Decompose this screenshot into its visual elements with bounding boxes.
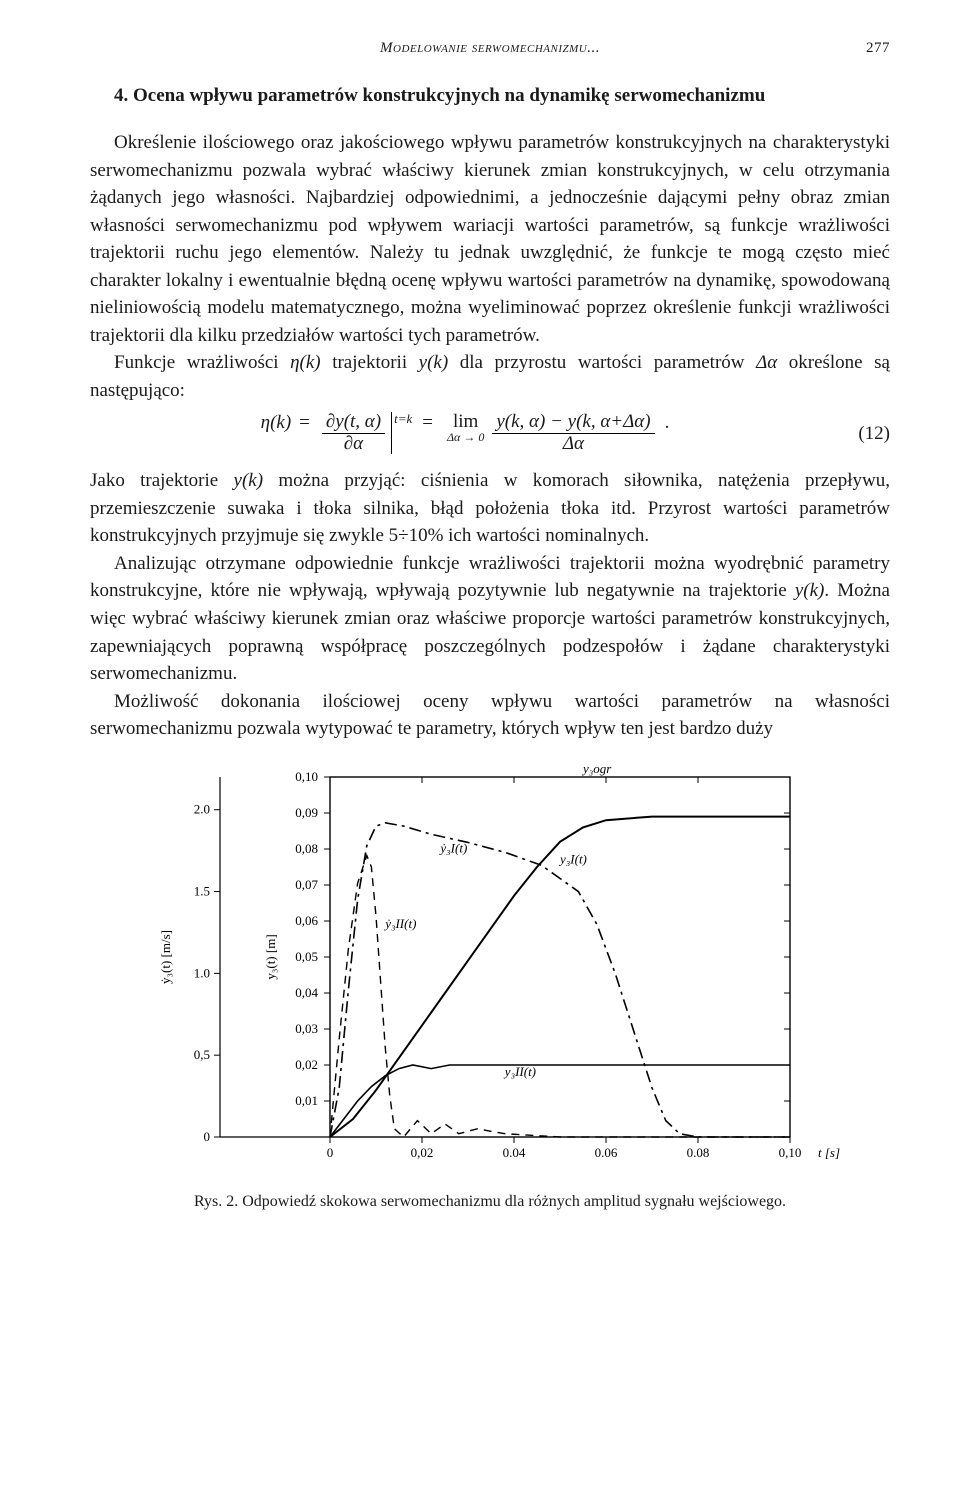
page: Modelowanie serwomechanizmu... 277 4. Oc…	[0, 0, 960, 1261]
svg-text:0,05: 0,05	[295, 949, 318, 964]
paragraph-4: Analizując otrzymane odpowiednie funkcje…	[90, 550, 890, 688]
svg-text:1.5: 1.5	[194, 883, 210, 898]
eq-limit: lim Δα → 0	[447, 412, 484, 455]
svg-text:ẏ₃II(t): ẏ₃II(t)	[383, 916, 416, 931]
svg-text:0,02: 0,02	[411, 1145, 434, 1160]
svg-text:0,06: 0,06	[295, 913, 318, 928]
eq-lhs: η(k)	[261, 412, 292, 455]
eq-eval-bar	[391, 412, 392, 454]
paragraph-1: Określenie ilościowego oraz jakościowego…	[90, 129, 890, 349]
svg-text:0,03: 0,03	[295, 1021, 318, 1036]
svg-text:0,10: 0,10	[295, 769, 318, 784]
eq-frac1: ∂y(t, α) ∂α	[322, 412, 385, 455]
eq-num2: y(k, α) − y(k, α+Δα)	[492, 412, 654, 434]
svg-text:0,10: 0,10	[779, 1145, 802, 1160]
p2c: dla przyrostu wartości parametrów	[448, 352, 756, 373]
svg-text:t [s]: t [s]	[818, 1145, 840, 1160]
svg-text:0: 0	[204, 1129, 211, 1144]
svg-text:2.0: 2.0	[194, 801, 210, 816]
eq-eq2: =	[422, 412, 433, 455]
figure-2-svg: 0 0,02 0.04 0.06 0.08 0,10 t [s] 0,01 0,02 0,03 0,…	[130, 757, 850, 1187]
equation-12: η(k) = ∂y(t, α) ∂α t=k = lim Δα → 0 y(k,…	[90, 412, 890, 455]
svg-text:0,02: 0,02	[295, 1057, 318, 1072]
p3a: Jako trajektorie	[90, 470, 234, 491]
eq-den2: Δα	[559, 434, 588, 455]
eq-den1: ∂α	[340, 434, 367, 455]
inline-y-k-3: y(k)	[795, 580, 825, 601]
eq-eq1: =	[299, 412, 310, 455]
running-title: Modelowanie serwomechanizmu...	[380, 40, 600, 57]
svg-text:ẏ₃(t) [m/s]: ẏ₃(t) [m/s]	[158, 930, 173, 984]
eq-tail: .	[665, 412, 670, 455]
eq-bar-sub: t=k	[394, 412, 412, 455]
svg-text:0.06: 0.06	[595, 1145, 618, 1160]
svg-text:0,01: 0,01	[295, 1093, 318, 1108]
equation-number: (12)	[840, 423, 890, 445]
svg-text:0.04: 0.04	[503, 1145, 526, 1160]
eq-num1: ∂y(t, α)	[322, 412, 385, 434]
eq-lim-top: lim	[453, 412, 478, 431]
svg-text:1.0: 1.0	[194, 965, 210, 980]
svg-text:0,08: 0,08	[295, 841, 318, 856]
equation-body: η(k) = ∂y(t, α) ∂α t=k = lim Δα → 0 y(k,…	[90, 412, 840, 455]
section-heading: 4. Ocena wpływu parametrów konstrukcyjny…	[90, 85, 890, 107]
svg-text:y₃ogr: y₃ogr	[581, 761, 612, 776]
svg-text:y₃II(t): y₃II(t)	[503, 1064, 536, 1079]
svg-text:0: 0	[327, 1145, 334, 1160]
svg-text:0,07: 0,07	[295, 877, 318, 892]
inline-delta-alpha: Δα	[756, 352, 777, 373]
eq-lim-bot: Δα → 0	[447, 431, 484, 443]
running-header: Modelowanie serwomechanizmu... 277	[90, 40, 890, 57]
inline-y-k-2: y(k)	[234, 470, 264, 491]
figure-2-caption: Rys. 2. Odpowiedź skokowa serwomechanizm…	[194, 1193, 786, 1211]
page-number: 277	[866, 40, 890, 57]
svg-text:0,04: 0,04	[295, 985, 318, 1000]
svg-text:0.08: 0.08	[687, 1145, 710, 1160]
svg-text:0,5: 0,5	[194, 1047, 210, 1062]
inline-eta-k: η(k)	[290, 352, 321, 373]
svg-text:0,09: 0,09	[295, 805, 318, 820]
paragraph-3: Jako trajektorie y(k) można przyjąć: ciś…	[90, 467, 890, 550]
paragraph-5: Możliwość dokonania ilościowej oceny wpł…	[90, 688, 890, 743]
p2a: Funkcje wrażliwości	[114, 352, 290, 373]
svg-text:y₃(t) [m]: y₃(t) [m]	[263, 934, 278, 979]
paragraph-2: Funkcje wrażliwości η(k) trajektorii y(k…	[90, 349, 890, 404]
eq-frac2: y(k, α) − y(k, α+Δα) Δα	[492, 412, 654, 455]
p4a: Analizując otrzymane odpowiednie funkcje…	[90, 553, 890, 602]
svg-text:ẏ₃I(t): ẏ₃I(t)	[438, 840, 467, 855]
p2b: trajektorii	[321, 352, 419, 373]
figure-2: 0 0,02 0.04 0.06 0.08 0,10 t [s] 0,01 0,02 0,03 0,…	[90, 757, 890, 1211]
inline-y-k: y(k)	[419, 352, 449, 373]
svg-text:y₃I(t): y₃I(t)	[558, 851, 587, 866]
